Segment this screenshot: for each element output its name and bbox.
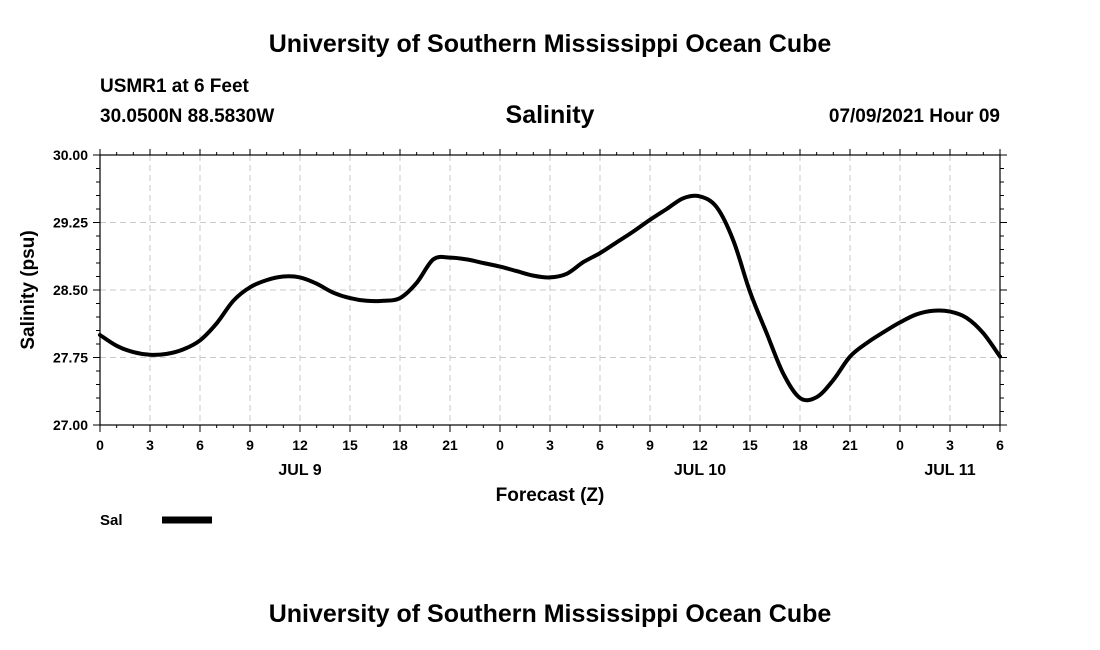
y-tick-label: 27.75 <box>53 350 88 366</box>
axis-labels: 0 3 6 9 12 15 18 21 0 3 6 9 12 15 18 21 0 3 6 27.00 27.75 28.… <box>53 147 1004 479</box>
x-tick-label: 0 <box>96 437 104 453</box>
x-axis-label: Forecast (Z) <box>496 485 605 506</box>
x-tick-label: 3 <box>946 437 954 453</box>
forecast-date: 07/09/2021 Hour 09 <box>828 106 1000 127</box>
x-tick-label: 9 <box>246 437 254 453</box>
x-tick-label: 6 <box>596 437 604 453</box>
y-tick-label: 28.50 <box>53 282 88 298</box>
day-label: JUL 11 <box>924 462 975 479</box>
x-tick-label: 18 <box>392 437 408 453</box>
x-tick-label: 0 <box>896 437 904 453</box>
x-tick-label: 18 <box>792 437 808 453</box>
legend-label: Sal <box>100 512 123 529</box>
day-label: JUL 9 <box>278 462 321 479</box>
chart-title: Salinity <box>505 101 595 129</box>
x-tick-label: 3 <box>546 437 554 453</box>
x-tick-label: 6 <box>196 437 204 453</box>
x-tick-label: 15 <box>342 437 358 453</box>
x-tick-label: 12 <box>292 437 308 453</box>
x-tick-label: 3 <box>146 437 154 453</box>
y-tick-label: 30.00 <box>53 147 88 163</box>
page-title: University of Southern Mississippi Ocean… <box>268 30 832 58</box>
day-label: JUL 10 <box>674 462 726 479</box>
axis-ticks <box>93 149 1007 432</box>
station-coordinates: 30.0500N 88.5830W <box>100 106 275 127</box>
y-tick-label: 29.25 <box>53 215 88 231</box>
x-tick-label: 9 <box>646 437 654 453</box>
chart-grid <box>100 155 1000 425</box>
x-tick-label: 21 <box>842 437 858 453</box>
x-tick-label: 6 <box>996 437 1004 453</box>
footer-title: University of Southern Mississippi Ocean… <box>268 600 832 628</box>
y-axis-label: Salinity (psu) <box>18 230 39 349</box>
y-tick-label: 27.00 <box>53 417 88 433</box>
x-tick-label: 15 <box>742 437 758 453</box>
x-tick-label: 0 <box>496 437 504 453</box>
x-tick-label: 12 <box>692 437 708 453</box>
series-line-sal <box>98 193 1002 403</box>
x-tick-label: 21 <box>442 437 458 453</box>
station-label: USMR1 at 6 Feet <box>100 76 249 97</box>
